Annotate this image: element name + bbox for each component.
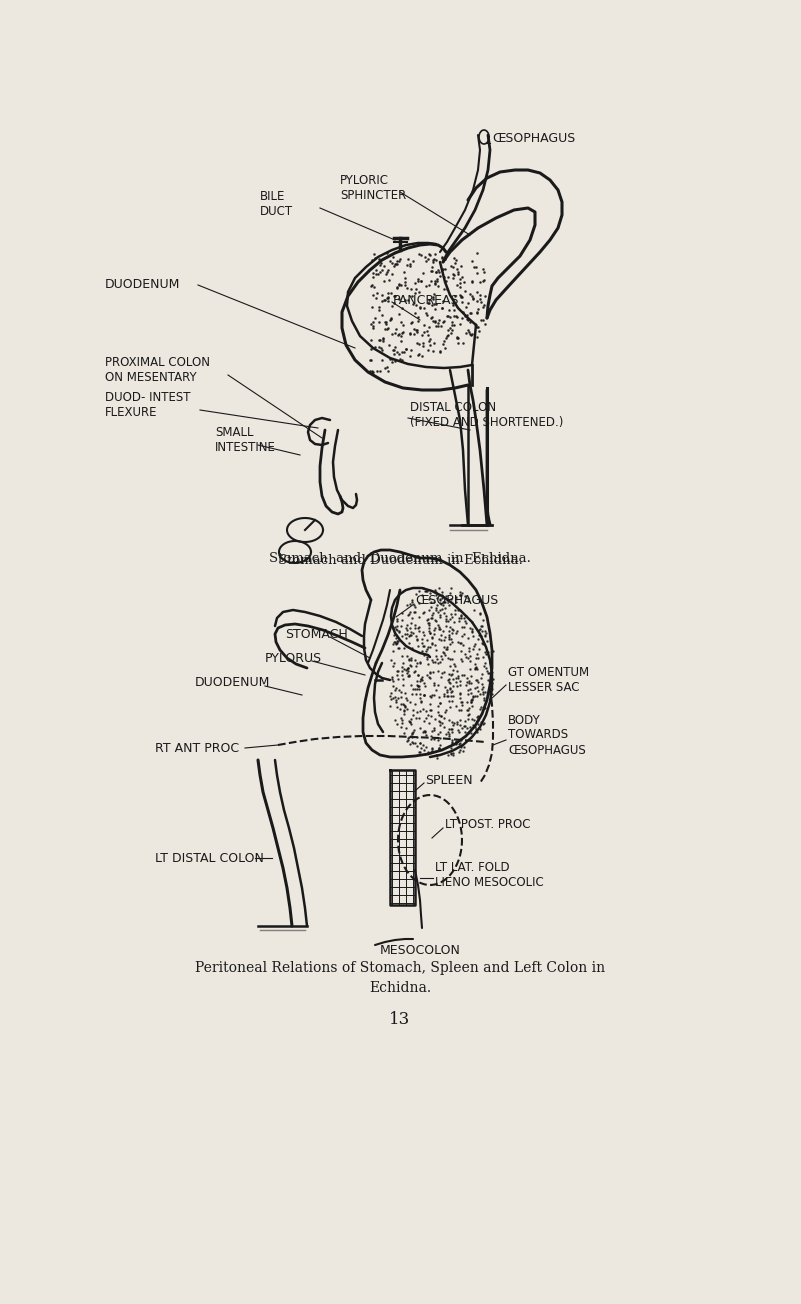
Text: PYLORUS: PYLORUS xyxy=(265,652,322,665)
Text: SPLEEN: SPLEEN xyxy=(425,773,473,786)
Text: DUODENUM: DUODENUM xyxy=(195,677,271,690)
Text: PYLORIC
SPHINCTER: PYLORIC SPHINCTER xyxy=(340,173,406,202)
Text: DISTAL COLON
(FIXED AND SHORTENED.): DISTAL COLON (FIXED AND SHORTENED.) xyxy=(410,402,563,429)
Text: PROXIMAL COLON
ON MESENTARY: PROXIMAL COLON ON MESENTARY xyxy=(105,356,210,383)
Text: STOMACH: STOMACH xyxy=(285,627,348,640)
Text: DUODENUM: DUODENUM xyxy=(105,279,180,292)
Text: RT ANT PROC: RT ANT PROC xyxy=(155,742,239,755)
Text: Stomach and Duodenum in Echidna.: Stomach and Duodenum in Echidna. xyxy=(278,553,522,566)
Text: LT POST. PROC: LT POST. PROC xyxy=(445,819,530,832)
Text: MESOCOLON: MESOCOLON xyxy=(380,944,461,957)
Text: BODY
TOWARDS
ŒSOPHAGUS: BODY TOWARDS ŒSOPHAGUS xyxy=(508,713,586,756)
Text: 13: 13 xyxy=(389,1012,411,1029)
Text: LT DISTAL COLON: LT DISTAL COLON xyxy=(155,852,264,865)
Text: Peritoneal Relations of Stomach, Spleen and Left Colon in
Echidna.: Peritoneal Relations of Stomach, Spleen … xyxy=(195,961,605,995)
Text: DUOD- INTEST
FLEXURE: DUOD- INTEST FLEXURE xyxy=(105,391,191,419)
Text: ŒSOPHAGUS: ŒSOPHAGUS xyxy=(415,593,498,606)
Text: BILE
DUCT: BILE DUCT xyxy=(260,190,293,218)
Text: LT LAT. FOLD
LIENO MESOCOLIC: LT LAT. FOLD LIENO MESOCOLIC xyxy=(435,861,544,889)
Text: Stomach  and  Duodenum  in  Echidna.: Stomach and Duodenum in Echidna. xyxy=(269,552,531,565)
Text: ŒSOPHAGUS: ŒSOPHAGUS xyxy=(492,132,575,145)
Text: GT OMENTUM
LESSER SAC: GT OMENTUM LESSER SAC xyxy=(508,666,589,694)
Text: SMALL
INTESTINE: SMALL INTESTINE xyxy=(215,426,276,454)
Text: PANCREAS: PANCREAS xyxy=(393,293,460,306)
